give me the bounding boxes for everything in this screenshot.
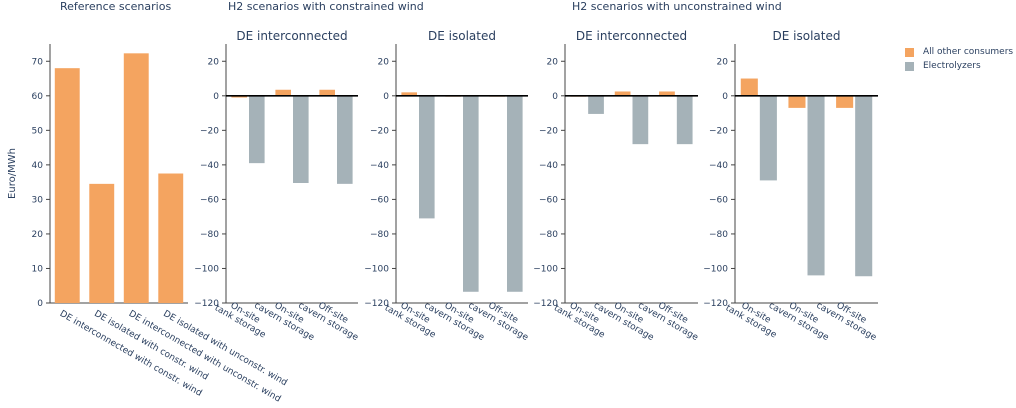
- y-tick-label: −20: [709, 126, 728, 136]
- bar: [855, 95, 873, 277]
- bar: [614, 91, 631, 96]
- y-axis-label: Euro/MWh: [7, 148, 18, 199]
- bar: [836, 95, 854, 108]
- y-tick-label: 70: [32, 57, 44, 67]
- bar: [632, 95, 649, 145]
- y-tick-label: −40: [200, 161, 219, 171]
- y-tick-label: −120: [194, 299, 219, 309]
- y-tick-label: −100: [364, 264, 389, 274]
- legend-swatch: [905, 61, 914, 71]
- chart-legend: All other consumers Electrolyzers: [905, 45, 1013, 73]
- y-tick-label: −100: [194, 264, 219, 274]
- bar: [275, 89, 291, 96]
- y-tick-label: −20: [539, 126, 558, 136]
- y-tick-label: −60: [200, 195, 219, 205]
- y-tick-label: 30: [32, 195, 44, 205]
- y-tick-label: −100: [533, 264, 558, 274]
- bar: [54, 68, 80, 303]
- bar: [401, 92, 417, 96]
- y-tick-label: 0: [383, 92, 389, 102]
- y-tick-label: −80: [370, 230, 389, 240]
- y-tick-label: 10: [32, 264, 44, 274]
- y-tick-label: −80: [539, 230, 558, 240]
- y-tick-label: 20: [717, 57, 729, 67]
- x-tick-label: On-sitetank storage: [383, 295, 443, 341]
- legend-swatch: [905, 47, 914, 57]
- y-tick-label: 20: [208, 57, 220, 67]
- bar: [788, 95, 806, 108]
- group-title-unconstrained: H2 scenarios with unconstrained wind: [572, 0, 782, 13]
- y-tick-label: −40: [709, 161, 728, 171]
- y-tick-label: −80: [709, 230, 728, 240]
- legend-item-electrolyzers[interactable]: Electrolyzers: [905, 59, 1013, 73]
- y-tick-label: 0: [213, 92, 219, 102]
- bar: [123, 53, 149, 303]
- bar: [249, 95, 265, 164]
- bar: [463, 95, 479, 292]
- panel-title: DE interconnected: [236, 29, 347, 43]
- panel-title: DE isolated: [428, 29, 496, 43]
- y-tick-label: 20: [547, 57, 559, 67]
- legend-item-other-consumers[interactable]: All other consumers: [905, 45, 1013, 59]
- bar: [740, 78, 758, 96]
- panel-title: DE interconnected: [576, 29, 687, 43]
- bar: [293, 95, 309, 183]
- y-tick-label: −120: [703, 299, 728, 309]
- bar: [89, 183, 115, 303]
- y-tick-label: 0: [37, 299, 43, 309]
- bar: [337, 95, 353, 184]
- y-tick-label: 40: [32, 161, 44, 171]
- bar: [676, 95, 693, 145]
- bar: [588, 95, 604, 114]
- group-title-reference: Reference scenarios: [60, 0, 171, 13]
- bar: [319, 89, 335, 96]
- y-tick-label: −80: [200, 230, 219, 240]
- y-tick-label: −20: [370, 126, 389, 136]
- y-tick-label: 50: [32, 126, 44, 136]
- y-tick-label: 20: [32, 230, 44, 240]
- bar: [807, 95, 825, 276]
- y-tick-label: 60: [32, 92, 44, 102]
- bar: [659, 91, 675, 96]
- legend-label: Electrolyzers: [923, 61, 981, 71]
- bar: [419, 95, 435, 219]
- x-tick-label: DE interconnected with unconstr. wind: [127, 309, 283, 405]
- bar: [158, 173, 184, 303]
- group-title-constrained: H2 scenarios with constrained wind: [228, 0, 424, 13]
- x-tick-label: On-sitecavern storage: [767, 292, 836, 343]
- bar: [507, 95, 523, 292]
- y-tick-label: 20: [378, 57, 390, 67]
- bar: [759, 95, 777, 181]
- y-tick-label: −120: [364, 299, 389, 309]
- legend-label: All other consumers: [923, 47, 1014, 57]
- y-tick-label: 0: [552, 92, 558, 102]
- bar: [231, 95, 247, 98]
- y-tick-label: 0: [722, 92, 728, 102]
- y-tick-label: −60: [539, 195, 558, 205]
- y-tick-label: −60: [709, 195, 728, 205]
- x-tick-label: On-sitetank storage: [552, 295, 612, 341]
- y-tick-label: −40: [539, 161, 558, 171]
- y-tick-label: −40: [370, 161, 389, 171]
- y-tick-label: −100: [703, 264, 728, 274]
- y-tick-label: −60: [370, 195, 389, 205]
- panel-title: DE isolated: [773, 29, 841, 43]
- y-tick-label: −120: [533, 299, 558, 309]
- x-tick-label: On-sitetank storage: [213, 295, 273, 341]
- chart-panels: 0 10 20 30 40 50 60 70 Euro/MWh DE interconnected…: [7, 29, 878, 405]
- y-tick-label: −20: [200, 126, 219, 136]
